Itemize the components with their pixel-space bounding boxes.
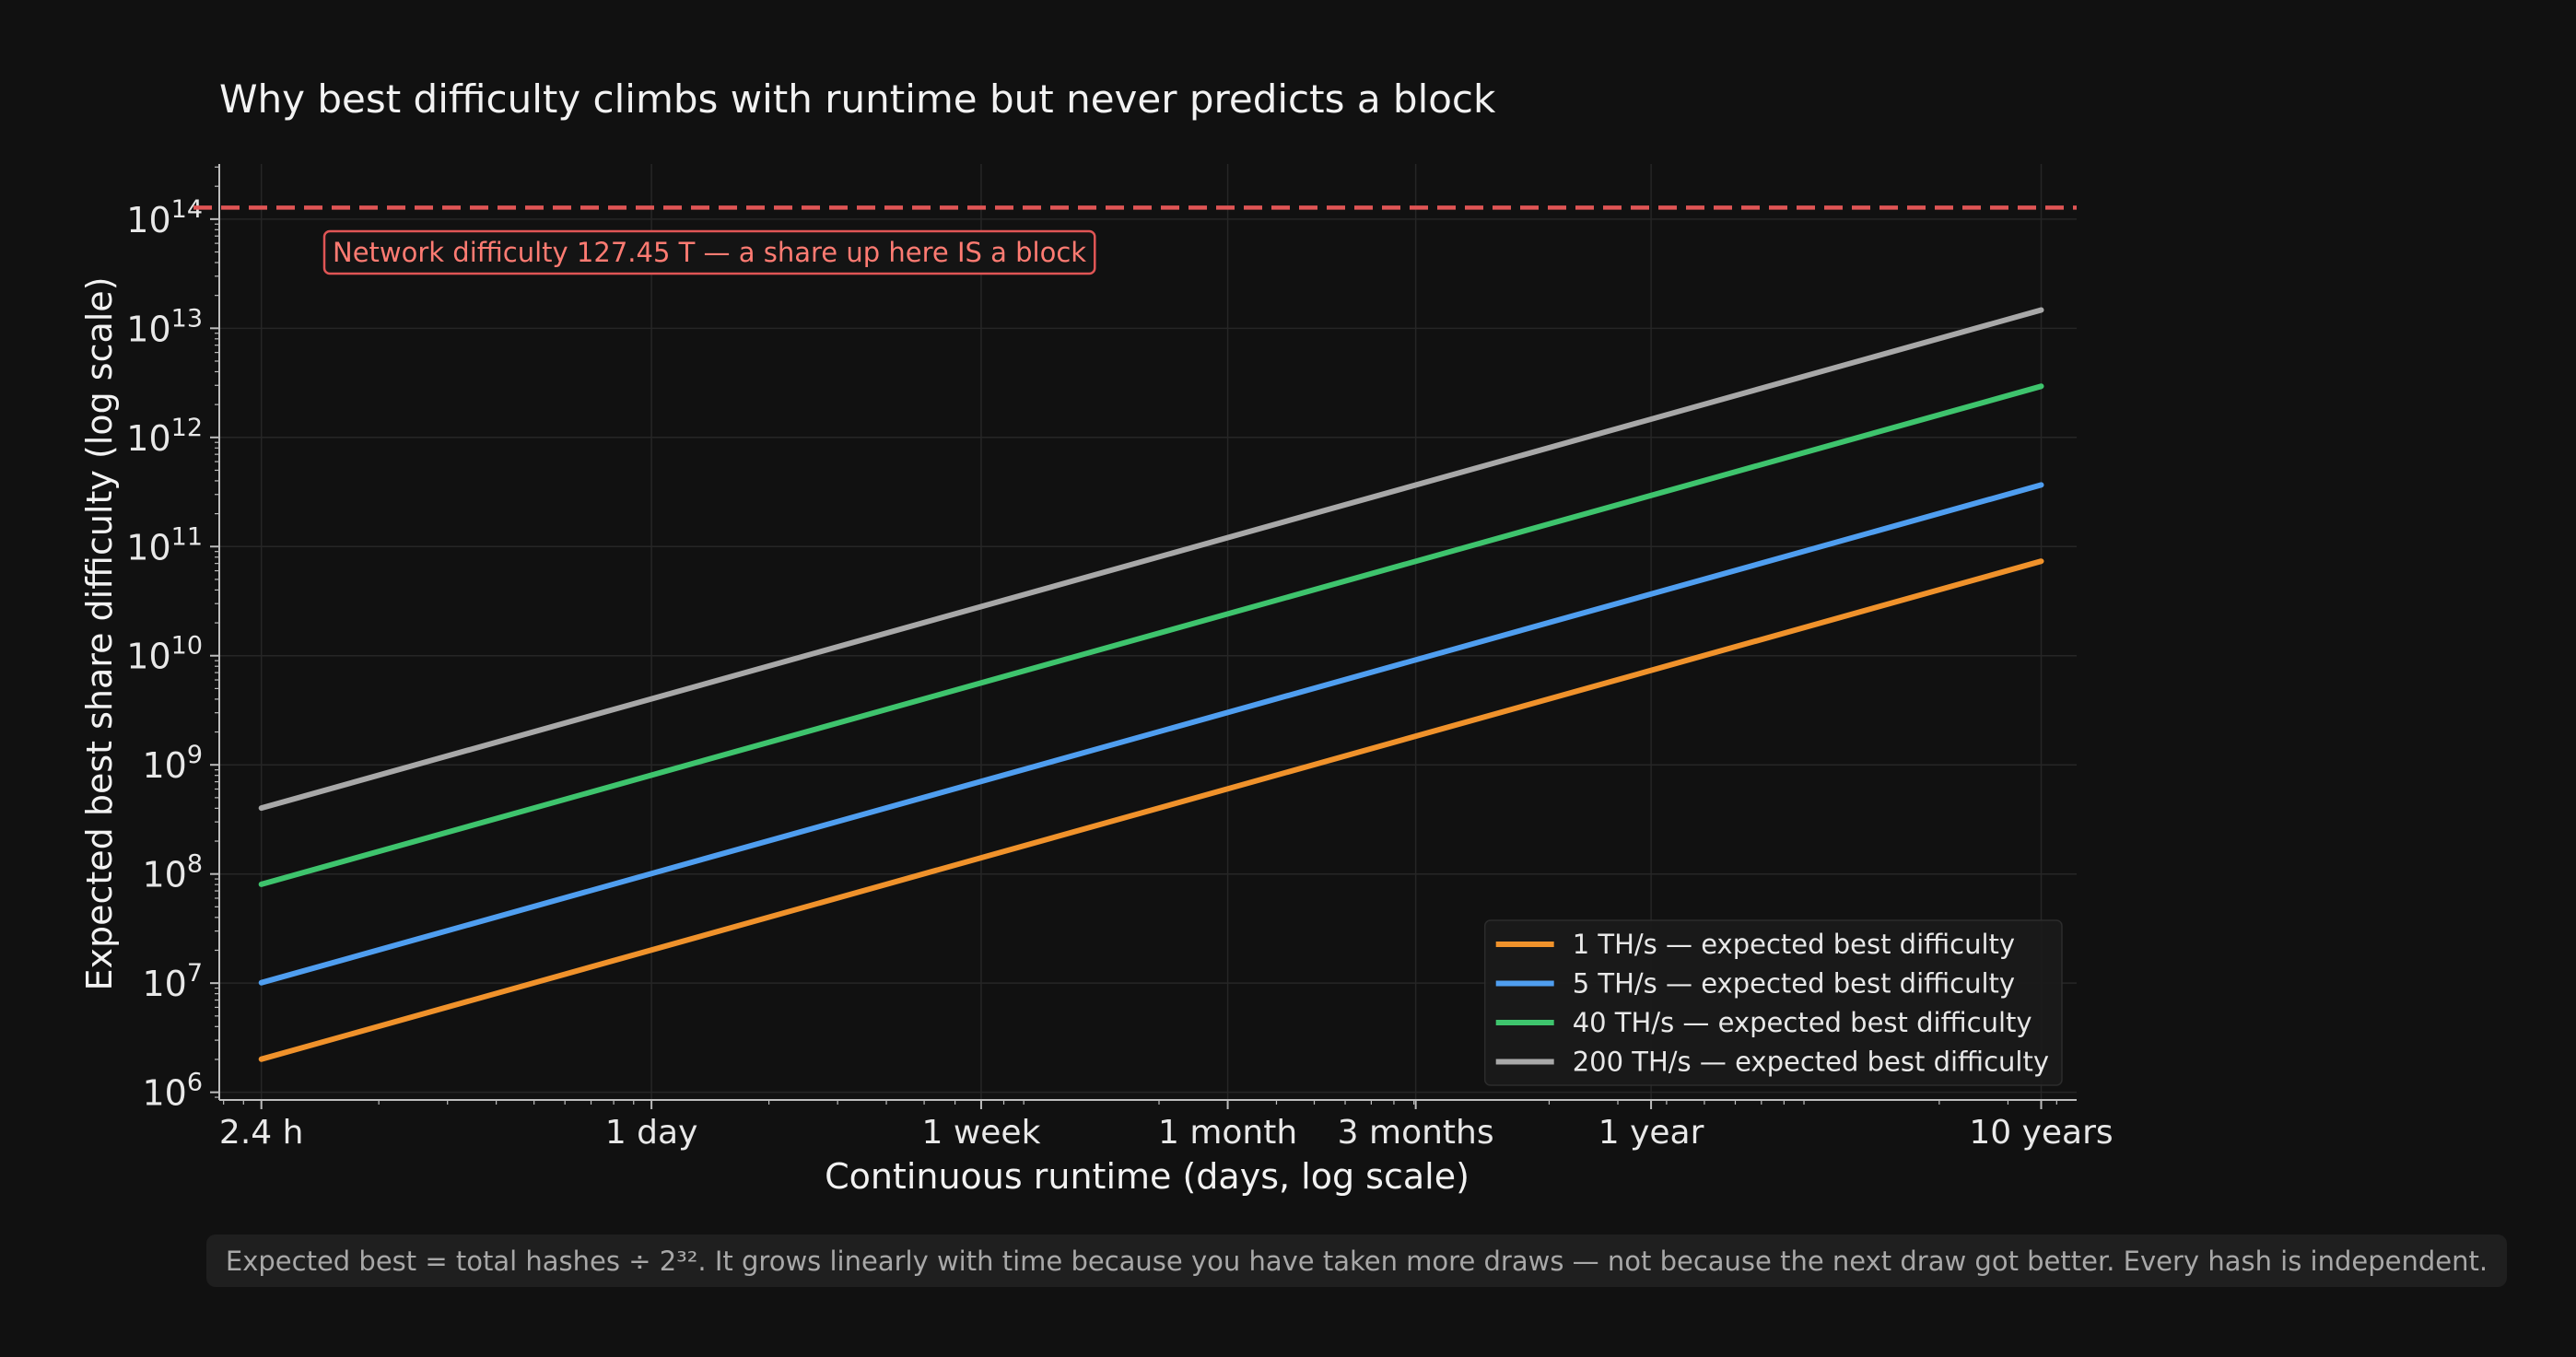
grid [219, 164, 2077, 1100]
x-tick-label: 1 week [921, 1114, 1040, 1152]
x-tick-label: 2.4 h [219, 1114, 304, 1152]
series-lines [258, 307, 2044, 1062]
y-tick-label: 1012 [126, 414, 203, 459]
x-axis-label: Continuous runtime (days, log scale) [825, 1156, 1469, 1197]
y-tick-label: 1014 [126, 195, 203, 240]
y-axis-label: Expected best share difficulty (log scal… [79, 276, 120, 990]
network-difficulty-reference: Network difficulty 127.45 T — a share up… [193, 205, 2077, 275]
x-tick-label: 1 day [605, 1114, 698, 1152]
network-difficulty-label: Network difficulty 127.45 T — a share up… [333, 237, 1086, 268]
y-tick-label: 1010 [126, 632, 203, 677]
legend: 1 TH/s — expected best difficulty 5 TH/s … [1483, 919, 2063, 1086]
chart-title: Why best difficulty climbs with runtime … [219, 76, 1496, 122]
y-tick-label: 1013 [126, 304, 203, 349]
series-line-1 [258, 558, 2044, 1062]
legend-label-3: 40 TH/s — expected best difficulty [1573, 1007, 2032, 1038]
x-tick-label: 3 months [1338, 1114, 1494, 1152]
legend-label-2: 5 TH/s — expected best difficulty [1573, 968, 2015, 1000]
legend-label-4: 200 TH/s — expected best difficulty [1573, 1047, 2049, 1078]
y-tick-label: 1011 [126, 522, 203, 567]
footnote-text: Expected best = total hashes ÷ 2³². It g… [225, 1245, 2488, 1277]
footnote-box: Expected best = total hashes ÷ 2³². It g… [206, 1234, 2507, 1287]
y-tick-label: 109 [142, 741, 203, 786]
legend-label-1: 1 TH/s — expected best difficulty [1573, 929, 2015, 960]
series-line-3 [258, 383, 2044, 887]
series-line-2 [258, 482, 2044, 986]
axes: 106 107 108 109 1010 1011 1012 1013 1014 2.4 h 1 d… [126, 164, 2113, 1152]
x-tick-label: 1 month [1158, 1114, 1297, 1152]
network-difficulty-label-box [322, 229, 1096, 275]
x-tick-label: 1 year [1598, 1114, 1704, 1152]
y-tick-label: 108 [142, 850, 203, 895]
x-tick-label: 10 years [1969, 1114, 2113, 1152]
y-tick-label: 107 [142, 959, 203, 1004]
legend-box [1483, 919, 2063, 1086]
y-tick-label: 106 [142, 1069, 203, 1114]
series-line-4 [258, 307, 2044, 812]
